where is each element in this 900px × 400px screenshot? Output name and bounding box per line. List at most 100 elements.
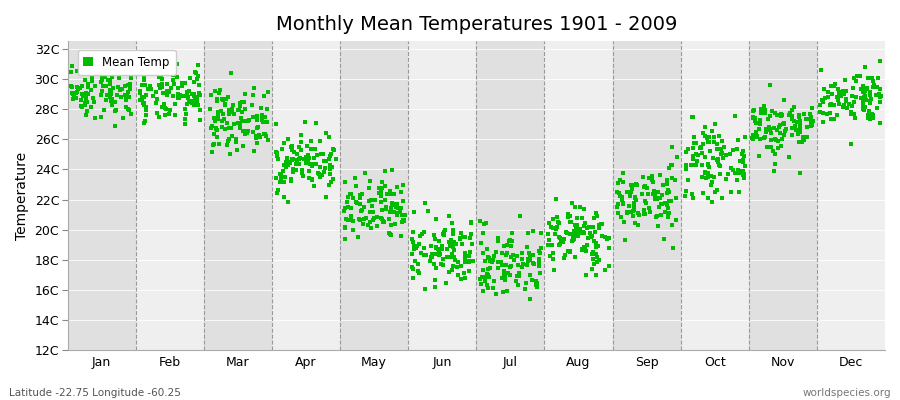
- Point: [529, 278, 544, 284]
- Point: [253, 133, 267, 140]
- Point: [658, 209, 672, 215]
- Point: [523, 254, 537, 260]
- Point: [589, 240, 603, 246]
- Point: [94, 74, 109, 81]
- Point: [445, 240, 459, 246]
- Point: [858, 93, 872, 100]
- Point: [382, 190, 397, 197]
- Point: [396, 217, 410, 224]
- Point: [299, 160, 313, 166]
- Point: [418, 286, 433, 293]
- Point: [849, 78, 863, 84]
- Point: [223, 70, 238, 76]
- Point: [375, 216, 390, 222]
- Point: [149, 100, 164, 106]
- Point: [815, 110, 830, 116]
- Point: [615, 197, 629, 203]
- Point: [119, 93, 133, 99]
- Point: [350, 234, 365, 240]
- Point: [805, 122, 819, 128]
- Point: [204, 124, 219, 131]
- Point: [491, 259, 506, 265]
- Point: [594, 220, 608, 227]
- Point: [526, 228, 540, 234]
- Point: [313, 174, 328, 180]
- Point: [284, 144, 299, 150]
- Point: [837, 102, 851, 108]
- Point: [694, 144, 708, 151]
- Point: [647, 188, 662, 194]
- Point: [579, 247, 593, 254]
- Point: [269, 149, 284, 156]
- Point: [67, 96, 81, 102]
- Point: [317, 158, 331, 164]
- Point: [774, 113, 788, 119]
- Point: [458, 275, 473, 282]
- Bar: [136, 41, 203, 350]
- Point: [555, 239, 570, 246]
- Point: [186, 93, 201, 99]
- Point: [226, 102, 240, 108]
- Point: [768, 136, 782, 142]
- Point: [576, 229, 590, 236]
- Point: [88, 83, 103, 90]
- Point: [363, 219, 377, 226]
- Point: [816, 86, 831, 92]
- Point: [218, 100, 232, 107]
- Point: [374, 214, 389, 221]
- Point: [413, 250, 428, 256]
- Point: [566, 237, 580, 243]
- Point: [627, 207, 642, 214]
- Point: [320, 130, 334, 136]
- Point: [270, 152, 284, 159]
- Point: [707, 121, 722, 127]
- Point: [286, 169, 301, 175]
- Point: [521, 256, 535, 262]
- Point: [315, 151, 329, 157]
- Point: [763, 137, 778, 144]
- Point: [284, 157, 299, 164]
- Point: [763, 130, 778, 136]
- Point: [187, 69, 202, 75]
- Point: [804, 116, 818, 122]
- Point: [758, 107, 772, 113]
- Point: [338, 224, 352, 230]
- Point: [298, 119, 312, 125]
- Point: [305, 162, 320, 169]
- Point: [614, 214, 628, 220]
- Point: [871, 75, 886, 82]
- Point: [257, 131, 272, 138]
- Point: [716, 150, 730, 156]
- Point: [548, 230, 562, 237]
- Point: [643, 204, 657, 211]
- Point: [181, 98, 195, 105]
- Point: [616, 199, 630, 206]
- Point: [72, 85, 86, 92]
- Point: [207, 141, 221, 147]
- Point: [284, 160, 298, 166]
- Point: [346, 194, 360, 201]
- Point: [847, 99, 861, 105]
- Point: [590, 254, 604, 260]
- Point: [374, 193, 389, 199]
- Point: [766, 148, 780, 154]
- Point: [506, 252, 520, 259]
- Point: [433, 251, 447, 257]
- Point: [290, 156, 304, 163]
- Point: [374, 199, 389, 206]
- Point: [184, 91, 199, 97]
- Point: [312, 170, 327, 177]
- Point: [857, 107, 871, 113]
- Point: [616, 219, 631, 225]
- Point: [838, 77, 852, 83]
- Point: [821, 89, 835, 96]
- Point: [837, 88, 851, 94]
- Point: [791, 131, 806, 138]
- Point: [669, 194, 683, 201]
- Point: [575, 246, 590, 252]
- Point: [589, 272, 603, 278]
- Point: [611, 210, 625, 216]
- Point: [482, 274, 496, 281]
- Point: [698, 133, 712, 140]
- Point: [429, 251, 444, 258]
